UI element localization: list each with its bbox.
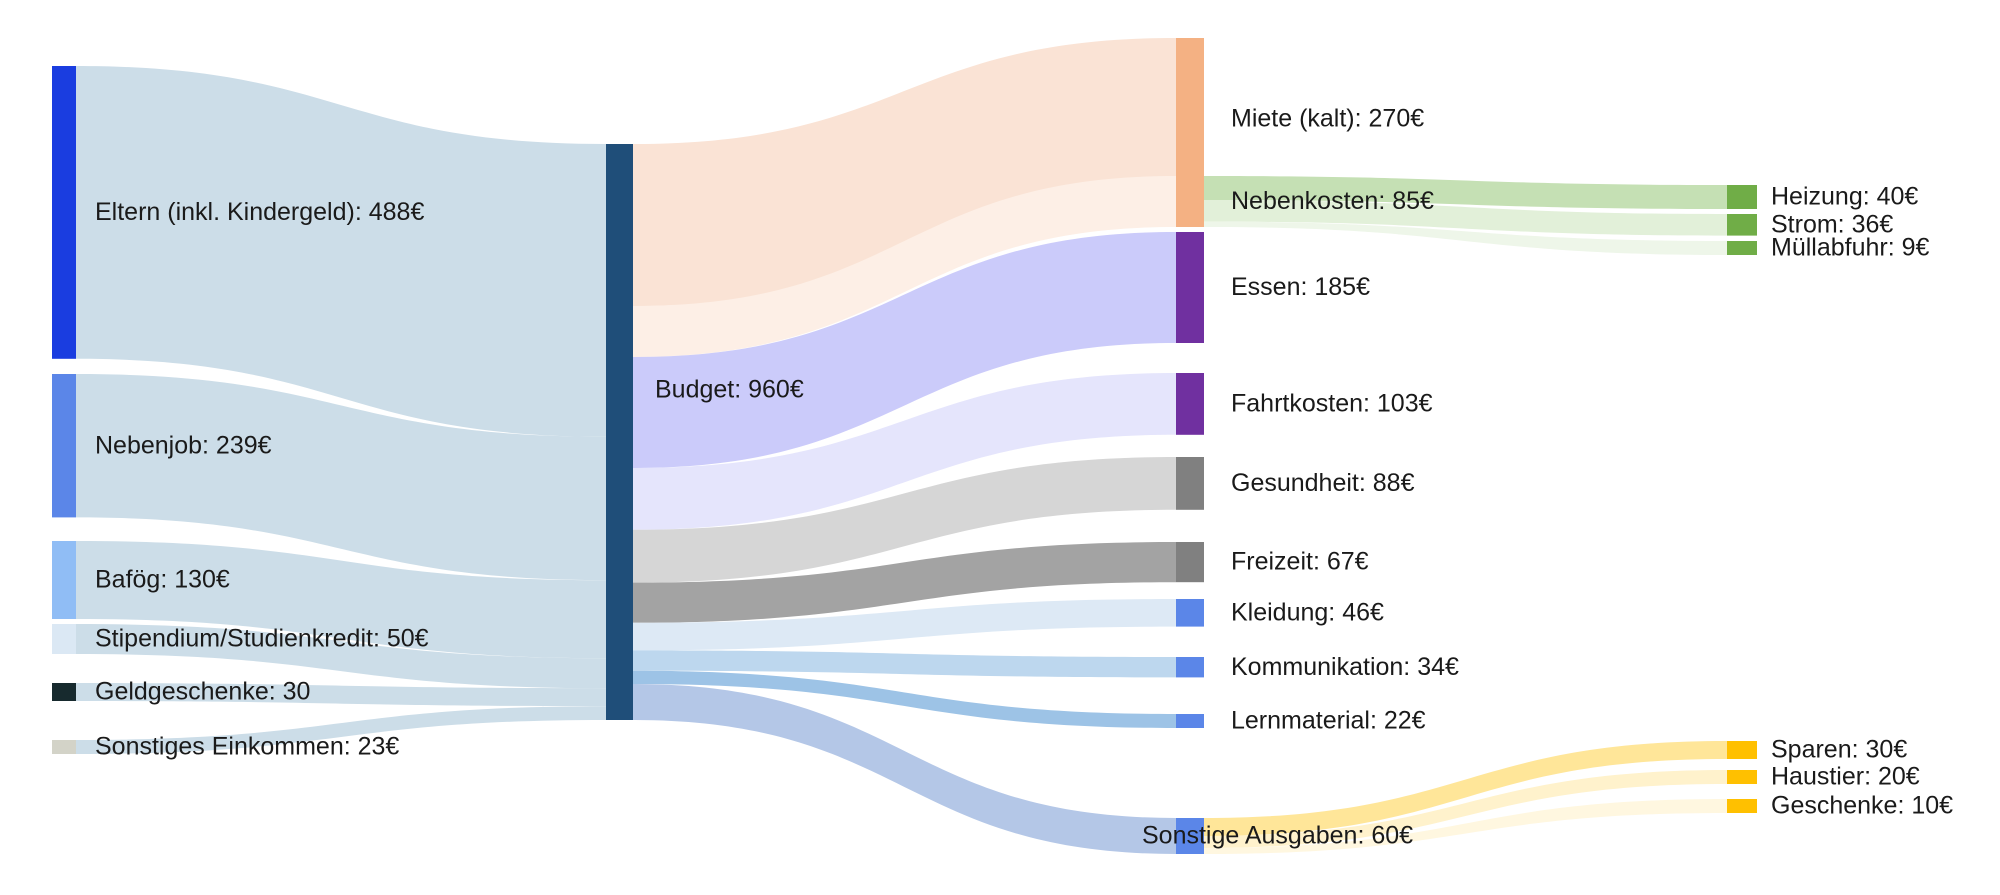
label-budget: Budget: 960€ bbox=[655, 376, 804, 404]
node-sonstige_ausgaben bbox=[1176, 818, 1204, 854]
link-budget-fahrtkosten bbox=[633, 373, 1176, 530]
link-sonstige_ausgaben-haustier bbox=[1204, 770, 1727, 848]
link-geldgeschenke-budget bbox=[76, 683, 606, 707]
link-budget-sonstige_ausgaben bbox=[633, 684, 1176, 854]
node-fahrtkosten bbox=[1176, 373, 1204, 435]
label-nebenjob: Nebenjob: 239€ bbox=[95, 431, 272, 459]
link-budget-gesundheit bbox=[633, 457, 1176, 583]
node-lernmaterial bbox=[1176, 714, 1204, 728]
label-geldgeschenke: Geldgeschenke: 30 bbox=[95, 678, 310, 706]
label-sonstige_ausgaben: Sonstige Ausgaben: 60€ bbox=[1142, 822, 1413, 850]
node-muellabfuhr bbox=[1727, 241, 1757, 255]
sankey-labels: Eltern (inkl. Kindergeld): 488€ Nebenjob:… bbox=[95, 105, 1953, 850]
node-stipendium bbox=[52, 624, 76, 654]
label-geschenke: Geschenke: 10€ bbox=[1771, 792, 1953, 820]
node-kommunikation bbox=[1176, 657, 1204, 678]
node-sparen bbox=[1727, 741, 1757, 759]
label-sparen: Sparen: 30€ bbox=[1771, 736, 1907, 764]
node-budget bbox=[606, 144, 633, 720]
label-gesundheit: Gesundheit: 88€ bbox=[1231, 469, 1415, 497]
label-miete: Miete (kalt): 270€ bbox=[1231, 105, 1424, 133]
link-nebenjob-budget bbox=[76, 374, 606, 581]
label-haustier: Haustier: 20€ bbox=[1771, 763, 1920, 791]
link-budget-lernmaterial bbox=[633, 670, 1176, 728]
link-sonstige_ausgaben-geschenke bbox=[1204, 799, 1727, 854]
node-kleidung bbox=[1176, 599, 1204, 627]
node-haustier bbox=[1727, 770, 1757, 784]
node-strom bbox=[1727, 214, 1757, 236]
link-budget-miete bbox=[633, 38, 1176, 306]
node-heizung bbox=[1727, 185, 1757, 209]
sankey-nodes bbox=[52, 38, 1757, 854]
label-sonstiges_einkommen: Sonstiges Einkommen: 23€ bbox=[95, 733, 399, 761]
node-bafoeg bbox=[52, 541, 76, 619]
label-essen: Essen: 185€ bbox=[1231, 273, 1370, 301]
label-kommunikation: Kommunikation: 34€ bbox=[1231, 653, 1459, 681]
node-gesundheit bbox=[1176, 457, 1204, 510]
node-miete bbox=[1176, 38, 1204, 200]
node-eltern bbox=[52, 66, 76, 359]
node-sonstiges_einkommen bbox=[52, 740, 76, 754]
link-stipendium-budget bbox=[76, 624, 606, 689]
link-nebenkosten-heizung bbox=[1204, 176, 1727, 209]
label-stipendium: Stipendium/Studienkredit: 50€ bbox=[95, 625, 429, 653]
link-bafoeg-budget bbox=[76, 541, 606, 659]
link-budget-freizeit bbox=[633, 542, 1176, 623]
link-budget-nebenkosten bbox=[633, 176, 1176, 357]
label-strom: Strom: 36€ bbox=[1771, 210, 1893, 238]
label-nebenkosten: Nebenkosten: 85€ bbox=[1231, 187, 1434, 215]
link-nebenkosten-strom bbox=[1204, 200, 1727, 236]
link-sonstiges_einkommen-budget bbox=[76, 706, 606, 754]
label-eltern: Eltern (inkl. Kindergeld): 488€ bbox=[95, 198, 424, 226]
link-budget-essen bbox=[633, 232, 1176, 468]
node-geldgeschenke bbox=[52, 683, 76, 701]
sankey-links bbox=[76, 38, 1727, 854]
label-freizeit: Freizeit: 67€ bbox=[1231, 548, 1369, 576]
link-nebenkosten-muellabfuhr bbox=[1204, 221, 1727, 255]
label-lernmaterial: Lernmaterial: 22€ bbox=[1231, 707, 1426, 735]
link-eltern-budget bbox=[76, 66, 606, 437]
label-fahrtkosten: Fahrtkosten: 103€ bbox=[1231, 390, 1433, 418]
node-essen bbox=[1176, 232, 1204, 343]
label-muellabfuhr: Müllabfuhr: 9€ bbox=[1771, 234, 1930, 262]
node-nebenkosten bbox=[1176, 176, 1204, 227]
label-bafoeg: Bafög: 130€ bbox=[95, 566, 230, 594]
node-geschenke bbox=[1727, 799, 1757, 813]
link-sonstige_ausgaben-sparen bbox=[1204, 741, 1727, 836]
node-nebenjob bbox=[52, 374, 76, 518]
link-budget-kommunikation bbox=[633, 650, 1176, 678]
node-freizeit bbox=[1176, 542, 1204, 583]
label-heizung: Heizung: 40€ bbox=[1771, 183, 1918, 211]
label-kleidung: Kleidung: 46€ bbox=[1231, 598, 1384, 626]
link-budget-kleidung bbox=[633, 599, 1176, 651]
